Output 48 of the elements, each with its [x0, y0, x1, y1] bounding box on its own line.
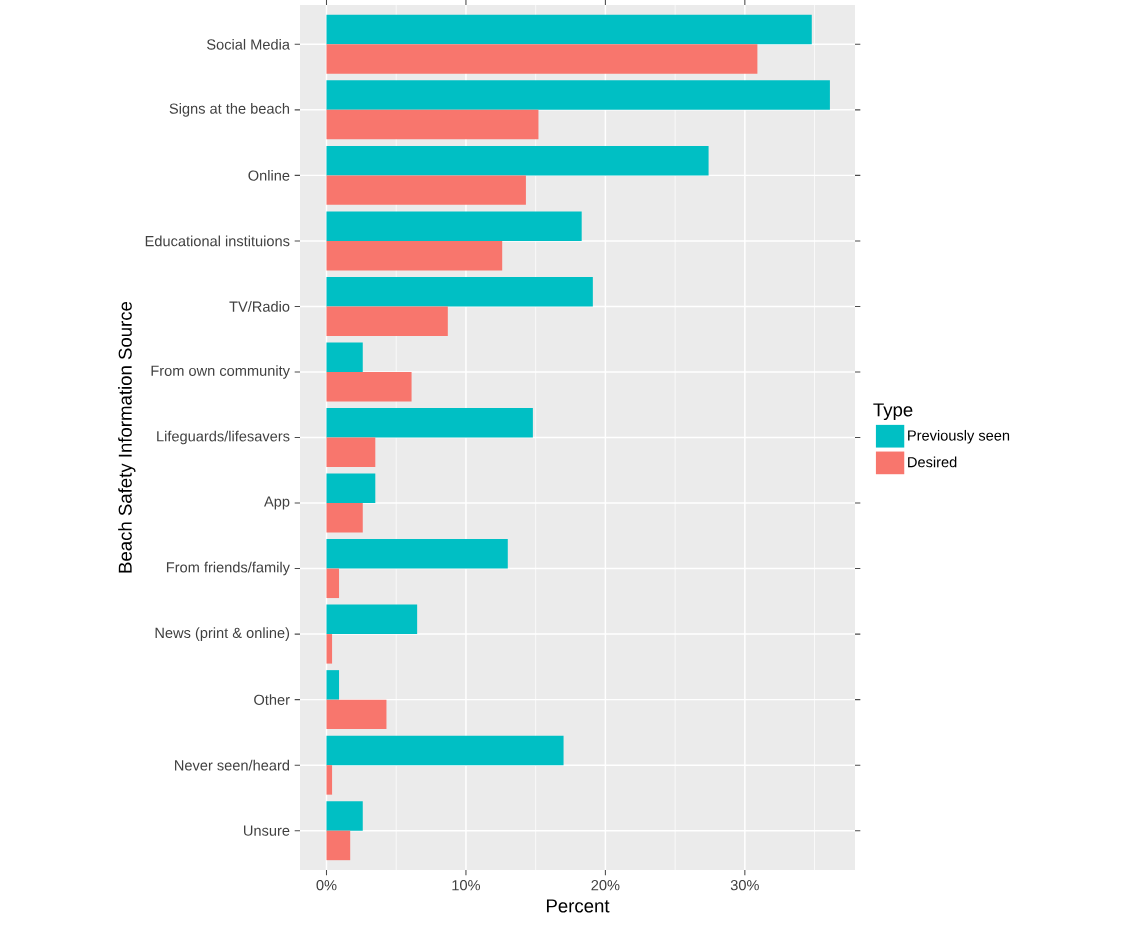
bar: [326, 765, 333, 795]
bar: [326, 145, 709, 176]
x-axis-title: Percent: [546, 899, 610, 913]
y-tick-label: Unsure: [244, 825, 290, 836]
bar: [326, 604, 418, 635]
legend-label: Previously seen: [908, 429, 1010, 444]
y-tick-label: From own community: [151, 365, 290, 379]
y-tick-label: App: [264, 496, 290, 510]
bar: [326, 109, 539, 140]
legend-label: Desired: [908, 456, 957, 468]
y-tick-label: Educational instituions: [145, 235, 290, 247]
bar: [326, 801, 363, 831]
y-axis-title: Beach Safety Information Source: [118, 301, 136, 573]
bar: [326, 371, 412, 402]
y-tick-label: Online: [248, 170, 290, 181]
bar: [326, 735, 564, 766]
bar: [326, 699, 387, 730]
y-tick-label: Other: [254, 694, 290, 705]
legend-title: Type: [873, 403, 913, 421]
x-tick-label: 10%: [452, 880, 481, 891]
bar: [326, 539, 508, 569]
x-tick-label: 20%: [591, 880, 620, 891]
y-tick-label: TV/Radio: [229, 301, 290, 312]
bar: [326, 240, 503, 271]
bar: [326, 342, 363, 372]
bar: [326, 211, 582, 241]
bar: [326, 44, 758, 74]
y-tick-label: News (print & online): [155, 627, 290, 641]
bar: [326, 276, 593, 307]
bar: [326, 670, 340, 700]
y-tick-label: Never seen/heard: [175, 759, 290, 771]
bar: [326, 306, 448, 336]
bar: [326, 473, 376, 504]
bar: [326, 830, 351, 861]
bar: [326, 634, 333, 664]
x-tick-label: 30%: [730, 880, 759, 891]
bar: [326, 437, 376, 467]
bar: [326, 80, 830, 110]
y-tick-label: Lifeguards/lifesavers: [157, 430, 290, 445]
bar: [326, 175, 526, 205]
bar: [326, 14, 812, 45]
y-tick-label: From friends/family: [166, 561, 290, 576]
bar: [326, 408, 533, 438]
y-tick-label: Signs at the beach: [169, 103, 290, 117]
y-tick-label: Social Media: [207, 38, 290, 50]
x-tick-label: 0%: [316, 880, 337, 891]
bar: [326, 568, 340, 599]
bar: [326, 503, 363, 533]
